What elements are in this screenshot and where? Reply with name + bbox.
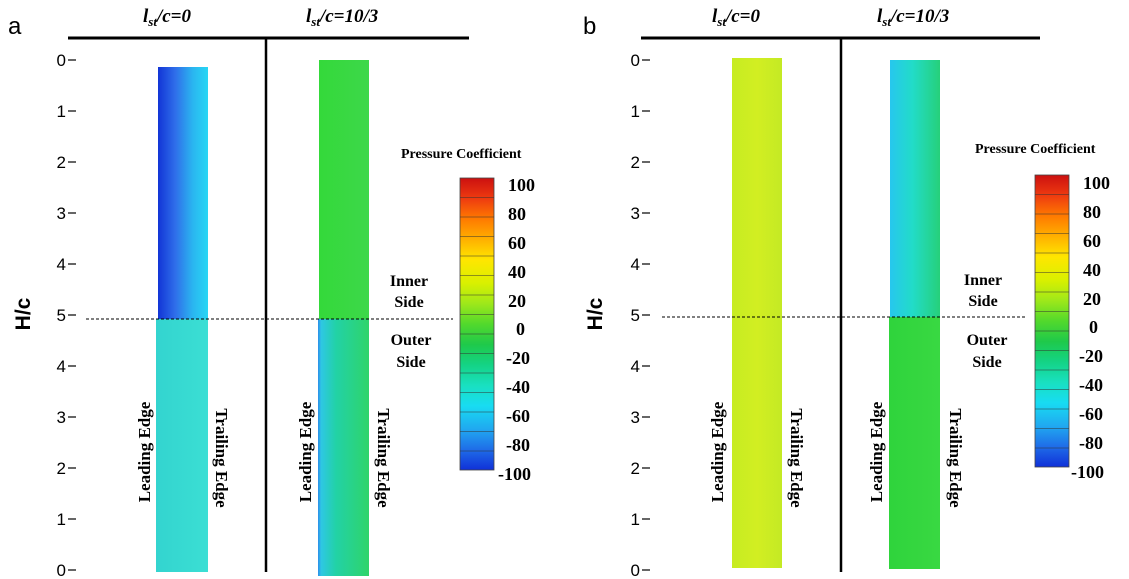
- ytick: 2: [57, 153, 66, 172]
- panel-a-col1-inner-strip: [158, 67, 208, 319]
- panel-b-yaxis-label: H/c: [584, 297, 607, 330]
- colorbar-tick: 60: [508, 233, 526, 253]
- colorbar-tick: 40: [508, 262, 526, 282]
- colorbar-tick: 20: [1083, 289, 1101, 309]
- panel-b-col1-title: lst/c=0: [712, 6, 760, 29]
- colorbar-tick: -100: [498, 464, 531, 484]
- panel-a-col1-outer-strip: [156, 319, 208, 572]
- panel-b-col2-leading-edge: Leading Edge: [867, 401, 886, 502]
- colorbar-tick: 0: [1089, 317, 1098, 337]
- ytick: 3: [57, 204, 66, 223]
- ytick: 2: [631, 153, 640, 172]
- panel-b-colorbar-bands: [1035, 194, 1069, 449]
- colorbar-tick: -60: [1079, 404, 1103, 424]
- ytick: 2: [57, 459, 66, 478]
- panel-a-col1-title: lst/c=0: [143, 6, 191, 29]
- colorbar-tick: 80: [508, 204, 526, 224]
- panel-a-col1-trailing-edge: Trailing Edge: [212, 408, 231, 508]
- colorbar-tick: -40: [1079, 375, 1103, 395]
- inner-label: Inner: [390, 273, 428, 290]
- ytick: 3: [57, 408, 66, 427]
- inner-label: Inner: [964, 272, 1002, 289]
- panel-a-yaxis-label: H/c: [12, 297, 35, 330]
- ytick: 4: [57, 255, 66, 274]
- panel-b-yticks: 0 1 2 3 4 5 4 3 2 1 0: [631, 51, 640, 579]
- ytick: 2: [631, 459, 640, 478]
- ytick: 0: [57, 561, 66, 579]
- panel-a-col2-inner-strip: [319, 60, 369, 319]
- outer-label: Side: [396, 354, 425, 371]
- panel-b-col1-strip: [732, 58, 782, 568]
- ytick: 1: [57, 510, 66, 529]
- outer-label: Outer: [967, 332, 1008, 349]
- ytick: 1: [631, 510, 640, 529]
- inner-label: Side: [394, 294, 423, 311]
- panel-b-col1-leading-edge: Leading Edge: [708, 401, 727, 502]
- panel-a-col2-outer-strip: [318, 319, 369, 576]
- ytick: 1: [631, 102, 640, 121]
- inner-label: Side: [968, 293, 997, 310]
- panel-b: b lst/c=0 lst/c=10/3 H/c 0 1 2 3 4 5 4 3…: [583, 6, 1110, 579]
- colorbar-tick: 100: [508, 175, 535, 195]
- panel-a-yticks: 0 1 2 3 4 5 4 3 2 1 0: [57, 51, 66, 579]
- panel-a-col2-title: lst/c=10/3: [306, 6, 378, 29]
- ytick: 4: [631, 255, 640, 274]
- panel-a-label: a: [8, 13, 22, 40]
- colorbar-tick: 100: [1083, 173, 1110, 193]
- panel-b-col2-trailing-edge: Trailing Edge: [946, 408, 965, 508]
- ytick: 4: [57, 357, 66, 376]
- ytick: 3: [631, 204, 640, 223]
- ytick: 4: [631, 357, 640, 376]
- colorbar-tick: -80: [506, 435, 530, 455]
- panel-b-colorbar-title: Pressure Coefficient: [975, 142, 1096, 157]
- ytick: 5: [631, 306, 640, 325]
- colorbar-tick: -20: [1079, 346, 1103, 366]
- panel-a-colorbar-ticks: 100 80 60 40 20 0 -20 -40 -60 -80 -100: [498, 175, 535, 484]
- panel-a-col2-trailing-edge: Trailing Edge: [374, 408, 393, 508]
- colorbar-tick: 60: [1083, 231, 1101, 251]
- panel-a-col2-leading-edge: Leading Edge: [296, 401, 315, 502]
- panel-b-label: b: [583, 13, 596, 40]
- panel-b-colorbar: [1034, 174, 1070, 468]
- panel-a-colorbar: [459, 177, 495, 471]
- ytick: 0: [57, 51, 66, 70]
- ytick: 0: [631, 51, 640, 70]
- colorbar-tick: -40: [506, 377, 530, 397]
- colorbar-tick: 0: [516, 319, 525, 339]
- panel-a-ytick-marks: [68, 59, 76, 571]
- colorbar-tick: -20: [506, 348, 530, 368]
- colorbar-tick: -80: [1079, 433, 1103, 453]
- panel-b-ytick-marks: [642, 59, 650, 571]
- colorbar-tick: 80: [1083, 202, 1101, 222]
- panel-b-col2-inner-strip: [890, 60, 940, 317]
- panel-b-col2-title: lst/c=10/3: [877, 6, 949, 29]
- panel-a-colorbar-bands: [460, 197, 494, 452]
- panel-b-col1-trailing-edge: Trailing Edge: [787, 408, 806, 508]
- panel-b-col2-outer-strip: [889, 317, 940, 569]
- panel-a-col1-leading-edge: Leading Edge: [135, 401, 154, 502]
- panel-a-colorbar-title: Pressure Coefficient: [401, 147, 522, 162]
- colorbar-tick: 20: [508, 291, 526, 311]
- ytick: 0: [631, 561, 640, 579]
- ytick: 3: [631, 408, 640, 427]
- ytick: 1: [57, 102, 66, 121]
- panel-a-side-labels: Inner Side Outer Side: [390, 273, 432, 371]
- panel-b-side-labels: Inner Side Outer Side: [964, 272, 1008, 371]
- panel-b-colorbar-ticks: 100 80 60 40 20 0 -20 -40 -60 -80 -100: [1071, 173, 1110, 482]
- panel-a: a lst/c=0 lst/c=10/3 H/c 0 1 2 3 4 5 4 3…: [8, 6, 535, 579]
- outer-label: Side: [972, 354, 1001, 371]
- ytick: 5: [57, 306, 66, 325]
- colorbar-tick: 40: [1083, 260, 1101, 280]
- outer-label: Outer: [391, 332, 432, 349]
- colorbar-tick: -60: [506, 406, 530, 426]
- colorbar-tick: -100: [1071, 462, 1104, 482]
